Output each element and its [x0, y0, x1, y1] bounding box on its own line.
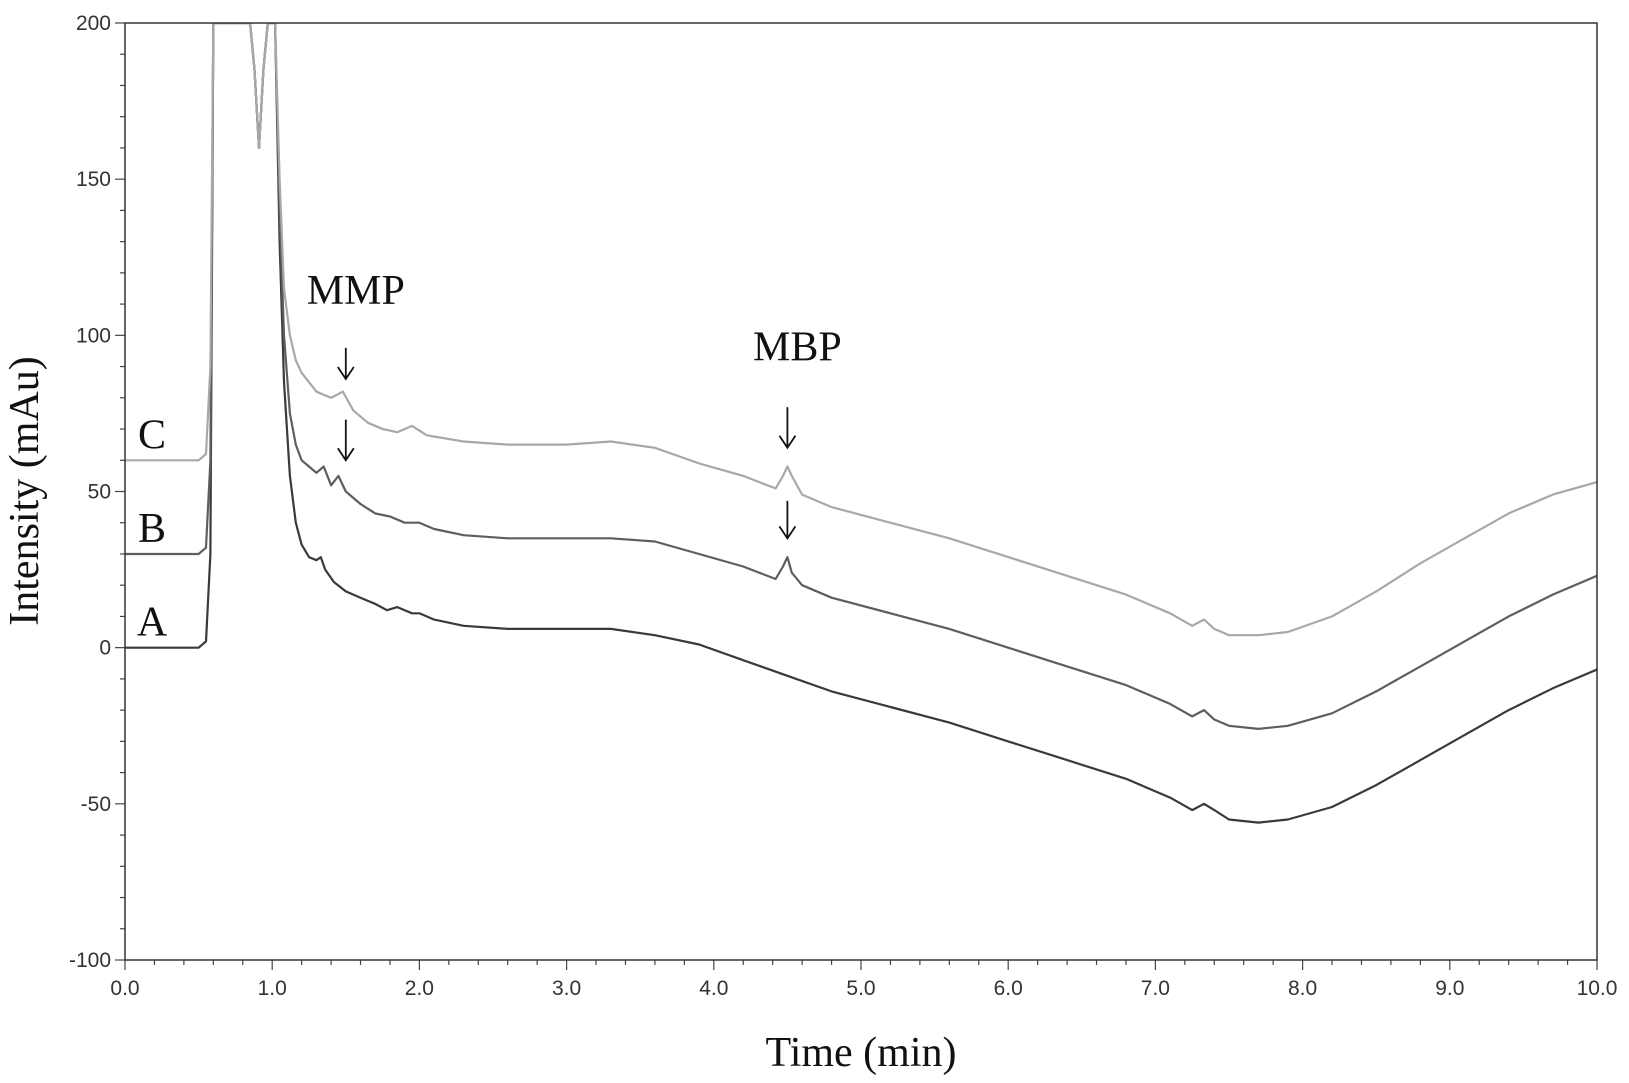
series-label-b: B [138, 506, 166, 552]
x-tick-label: 7.0 [1141, 977, 1170, 1000]
x-tick-label: 1.0 [258, 977, 287, 1000]
series-label-c: C [138, 412, 166, 458]
arrow-head-icon [778, 435, 797, 450]
plot-area [125, 23, 1597, 960]
y-axis-title: Intensity (mAu) [2, 356, 48, 625]
y-tick-label: 0 [99, 637, 111, 660]
x-tick-label: 2.0 [405, 977, 434, 1000]
series-lines [125, 23, 1597, 824]
y-tick-label: 200 [76, 12, 111, 35]
arrow-head-icon [778, 525, 797, 540]
x-tick-label: 6.0 [994, 977, 1023, 1000]
x-tick-label: 9.0 [1435, 977, 1464, 1000]
x-axis-title: Time (min) [766, 1030, 957, 1076]
series-line-c [125, 23, 1597, 637]
y-tick-label: 150 [76, 168, 111, 191]
tick-labels: 0.0 1.0 2.0 3.0 4.0 5.0 6.0 7.0 8.0 9.0 10.0 -100 -5… [69, 12, 1617, 1000]
annotation-mbp: MBP [753, 324, 842, 370]
annotation-mmp: MMP [307, 268, 405, 314]
plot-frame [124, 22, 1598, 961]
y-tick-label: -50 [81, 793, 111, 816]
series-labels: A B C [137, 412, 168, 645]
arrow-head-icon [337, 366, 355, 381]
y-tick-label: 100 [76, 324, 111, 347]
series-label-a: A [137, 600, 168, 646]
annotations: MMP MBP [307, 268, 842, 540]
y-tick-label: -100 [69, 949, 111, 972]
arrow-head-icon [337, 447, 355, 462]
x-tick-label: 8.0 [1288, 977, 1317, 1000]
x-tick-label: 0.0 [110, 977, 139, 1000]
x-tick-label: 5.0 [846, 977, 875, 1000]
series-line-b [125, 23, 1597, 731]
axis-ticks [115, 22, 1598, 970]
y-tick-label: 50 [88, 481, 111, 504]
x-tick-label: 3.0 [552, 977, 581, 1000]
x-tick-label: 4.0 [699, 977, 728, 1000]
x-tick-label: 10.0 [1577, 977, 1618, 1000]
